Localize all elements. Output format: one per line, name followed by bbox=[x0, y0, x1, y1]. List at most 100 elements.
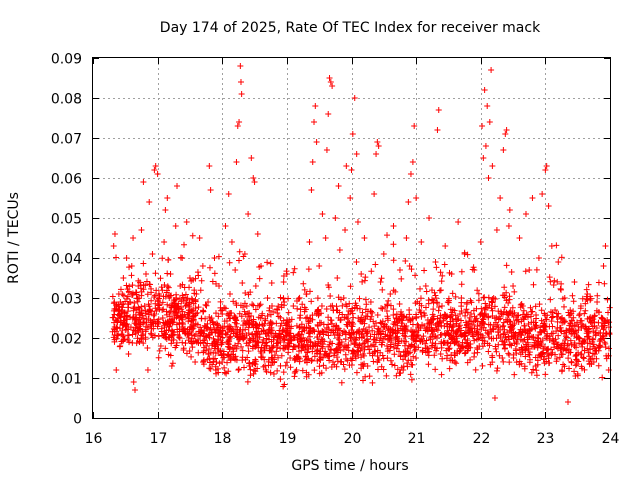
data-point bbox=[506, 296, 513, 303]
data-point bbox=[568, 341, 575, 348]
data-point bbox=[429, 296, 436, 303]
data-point bbox=[353, 302, 360, 309]
data-point bbox=[280, 295, 287, 302]
data-point bbox=[401, 338, 408, 345]
data-point bbox=[250, 335, 257, 342]
data-point bbox=[306, 239, 313, 245]
data-point bbox=[495, 341, 502, 348]
data-point bbox=[566, 365, 573, 372]
data-point bbox=[430, 315, 437, 322]
data-point bbox=[558, 280, 565, 287]
data-point bbox=[591, 345, 598, 352]
data-point bbox=[406, 311, 413, 318]
data-point bbox=[119, 332, 126, 339]
data-point bbox=[604, 296, 611, 303]
data-point bbox=[162, 207, 169, 213]
data-point bbox=[213, 320, 220, 327]
data-point bbox=[374, 359, 381, 366]
data-point bbox=[327, 346, 334, 353]
data-point bbox=[468, 311, 475, 317]
data-point bbox=[294, 354, 301, 361]
data-point bbox=[189, 296, 196, 303]
data-point bbox=[326, 341, 333, 348]
data-point bbox=[401, 332, 408, 339]
data-point bbox=[238, 343, 245, 350]
data-point bbox=[248, 313, 255, 320]
data-point bbox=[585, 281, 592, 288]
data-point bbox=[551, 277, 558, 284]
data-point bbox=[135, 304, 142, 311]
data-point bbox=[367, 308, 374, 315]
data-point bbox=[453, 360, 460, 367]
data-point bbox=[309, 159, 316, 165]
data-point bbox=[508, 323, 515, 330]
data-point bbox=[453, 333, 460, 340]
data-point bbox=[477, 334, 484, 341]
data-point bbox=[260, 363, 267, 370]
data-point bbox=[193, 310, 200, 317]
data-point bbox=[260, 336, 267, 343]
data-point bbox=[220, 354, 227, 361]
data-point bbox=[349, 354, 356, 361]
data-point bbox=[169, 331, 176, 338]
data-point bbox=[316, 263, 323, 269]
data-point bbox=[251, 360, 258, 367]
data-point bbox=[390, 344, 397, 351]
data-point bbox=[138, 308, 145, 315]
data-point bbox=[228, 239, 235, 245]
data-point bbox=[471, 353, 478, 360]
data-point bbox=[317, 354, 324, 361]
data-point bbox=[553, 314, 560, 321]
data-point bbox=[517, 336, 524, 343]
data-point bbox=[418, 336, 425, 343]
data-point bbox=[303, 324, 310, 331]
data-point bbox=[579, 343, 586, 350]
data-point bbox=[176, 296, 183, 303]
data-point bbox=[168, 340, 175, 347]
data-point bbox=[168, 327, 175, 334]
data-point bbox=[235, 340, 242, 347]
data-point bbox=[315, 340, 322, 347]
data-point bbox=[514, 316, 521, 323]
data-point bbox=[236, 257, 243, 264]
data-point bbox=[199, 263, 206, 269]
data-point bbox=[430, 306, 437, 313]
data-point bbox=[445, 345, 452, 352]
data-point bbox=[267, 311, 274, 318]
data-point bbox=[384, 313, 391, 320]
data-point bbox=[119, 321, 126, 328]
data-point bbox=[120, 336, 127, 343]
data-point bbox=[195, 349, 202, 356]
data-point bbox=[180, 327, 187, 334]
data-point bbox=[522, 346, 529, 353]
data-point bbox=[177, 313, 184, 320]
data-point bbox=[156, 292, 163, 299]
data-point bbox=[470, 307, 477, 314]
data-point bbox=[568, 359, 575, 366]
data-point bbox=[558, 254, 565, 261]
data-point bbox=[162, 345, 169, 352]
data-point bbox=[445, 295, 452, 302]
data-point bbox=[351, 339, 358, 346]
data-point bbox=[597, 329, 604, 336]
data-point bbox=[499, 292, 506, 299]
data-point bbox=[314, 357, 321, 364]
data-point bbox=[252, 368, 259, 375]
data-point bbox=[580, 355, 587, 362]
data-point bbox=[447, 306, 454, 313]
data-point bbox=[459, 343, 466, 350]
data-point bbox=[581, 310, 588, 317]
y-axis-label: ROTI / TECUs bbox=[6, 192, 22, 284]
data-point bbox=[528, 319, 535, 326]
data-point bbox=[126, 283, 133, 290]
data-point bbox=[213, 280, 219, 287]
data-point bbox=[257, 301, 264, 308]
data-point bbox=[334, 275, 341, 281]
data-point bbox=[266, 307, 273, 314]
data-point bbox=[360, 363, 367, 370]
data-point bbox=[264, 259, 271, 266]
data-point bbox=[489, 299, 496, 306]
data-point bbox=[174, 183, 181, 189]
data-point bbox=[156, 300, 163, 307]
data-point bbox=[179, 308, 186, 315]
